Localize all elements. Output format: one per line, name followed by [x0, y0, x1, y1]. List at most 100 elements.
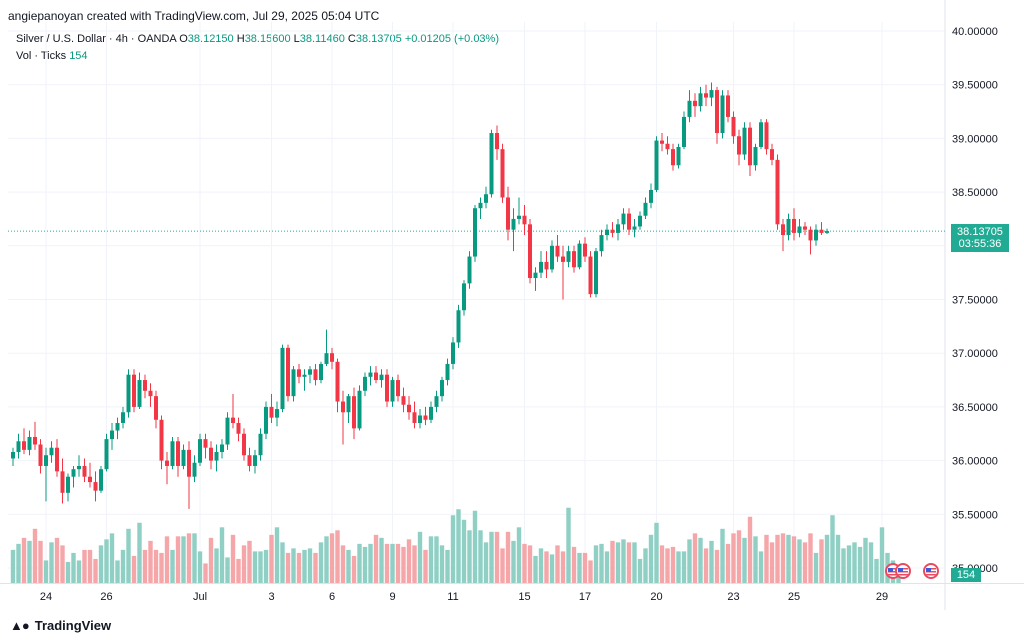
volume-label[interactable]: Vol · Ticks [16, 50, 67, 62]
volume-bar [450, 515, 456, 583]
candle-body [198, 439, 202, 463]
volume-bar [472, 510, 478, 583]
candle-body [418, 415, 422, 424]
candle-body [654, 140, 659, 190]
volume-bar [791, 536, 797, 583]
candle-body [610, 229, 615, 233]
candle-body [792, 218, 796, 233]
candle-body [616, 224, 620, 233]
volume-bar [549, 554, 555, 583]
symbol-legend: Silver / U.S. Dollar · 4h · OANDA O38.12… [16, 33, 499, 45]
volume-bar [274, 527, 280, 583]
volume-bar [296, 552, 302, 583]
volume-bar [703, 548, 709, 583]
volume-bar [857, 546, 863, 583]
volume-bar [368, 543, 373, 583]
volume-bar [874, 558, 879, 583]
candle-body [159, 419, 164, 461]
candle-body [264, 406, 268, 434]
volume-bar [412, 545, 417, 583]
volume-bar [27, 540, 32, 583]
candle-body [363, 376, 367, 391]
volume-bar [863, 537, 868, 583]
volume-bar [291, 548, 296, 583]
candle-body [561, 256, 565, 262]
open-value: 38.12150 [187, 33, 234, 45]
volume-bar [269, 534, 274, 583]
volume-bar [329, 533, 335, 583]
volume-bar [104, 539, 109, 583]
volume-bar [137, 522, 142, 583]
candle-body [22, 441, 26, 450]
candle-body [775, 159, 780, 225]
candle-body [324, 353, 329, 364]
candle-body [170, 441, 175, 466]
volume-bar [170, 549, 175, 583]
candle-body [88, 476, 92, 483]
volume-bar [879, 527, 885, 583]
candle-body [110, 430, 114, 440]
volume-bar [307, 548, 313, 583]
volume-bar [813, 552, 819, 583]
candle-body [286, 347, 290, 397]
candle-body [665, 143, 670, 150]
volume-bar [423, 549, 428, 583]
volume-bar [830, 515, 835, 583]
volume-bar [896, 576, 901, 583]
candle-body [473, 208, 477, 257]
symbol-name[interactable]: Silver / U.S. Dollar · 4h · OANDA [16, 33, 177, 45]
candle-body [335, 361, 340, 402]
x-tick-label: 20 [650, 591, 662, 603]
volume-bar [533, 555, 538, 583]
open-label: O [179, 33, 188, 45]
volume-bar [87, 549, 93, 583]
candle-body [11, 452, 15, 459]
volume-bar [456, 509, 461, 583]
candle-body [330, 353, 334, 362]
candle-body [385, 374, 389, 402]
candle-body [132, 374, 136, 407]
volume-bar [115, 560, 120, 583]
candle-body [583, 243, 587, 257]
candle-body [797, 226, 802, 233]
candle-body [660, 140, 664, 144]
volume-bar [346, 549, 351, 583]
volume-bar [852, 542, 857, 583]
volume-bar [208, 537, 214, 583]
candle-body [275, 409, 279, 418]
volume-bar [384, 543, 390, 583]
volume-bar [538, 548, 544, 583]
us-flag-icon[interactable] [895, 563, 911, 579]
candle-body [682, 116, 686, 147]
volume-bar [428, 536, 434, 583]
volume-bar [417, 531, 423, 583]
volume-bar [395, 543, 401, 583]
volume-bar [527, 545, 533, 583]
candle-body [379, 374, 384, 381]
bar-countdown: 03:55:36 [958, 238, 1002, 250]
candle-body [115, 423, 120, 431]
volume-bar [582, 552, 588, 583]
volume-bar [681, 551, 687, 583]
last-price-tag: 38.13705 03:55:36 [951, 224, 1009, 252]
volume-bar [318, 542, 324, 583]
high-label: H [236, 33, 245, 45]
candle-body [423, 415, 428, 420]
volume-bar [632, 542, 637, 583]
x-tick-label: 23 [727, 591, 739, 603]
candle-body [253, 455, 257, 466]
volume-bar [709, 540, 714, 583]
volume-bar [71, 552, 76, 583]
candle-body [374, 372, 378, 381]
volume-bar [566, 507, 571, 583]
us-flag-icon[interactable] [923, 563, 939, 579]
volume-bar [379, 537, 384, 583]
y-tick-label: 39.00000 [952, 133, 998, 145]
volume-bar [131, 555, 137, 583]
volume-bar [93, 558, 98, 583]
volume-bar [445, 549, 450, 583]
candle-body [594, 251, 598, 295]
volume-bar [593, 545, 599, 583]
volume-bar [764, 534, 769, 583]
